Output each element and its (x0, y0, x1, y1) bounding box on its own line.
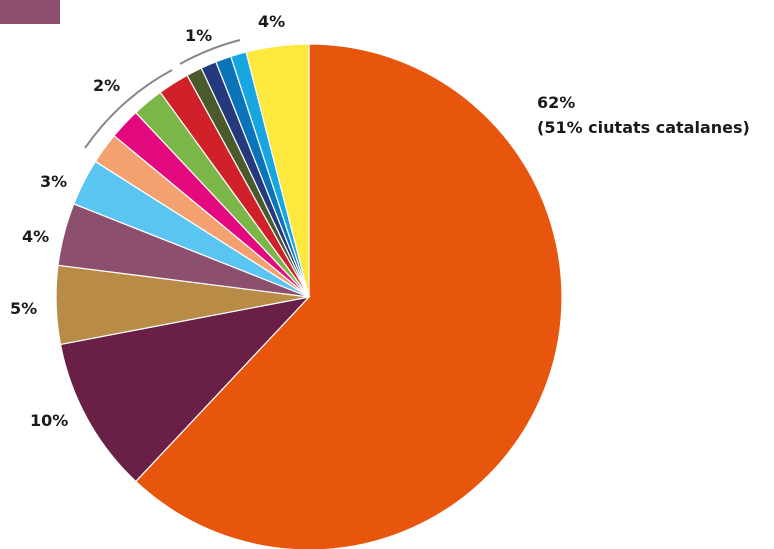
label-4pct-top: 4% (258, 12, 285, 31)
bracket-2pct (84, 69, 173, 149)
bracket-1pct (179, 39, 241, 65)
pie-slices (55, 43, 563, 549)
label-4pct-left: 4% (22, 227, 49, 246)
pie-slice-14 (245, 43, 310, 298)
label-2pct: 2% (93, 76, 120, 95)
label-10pct: 10% (30, 411, 68, 430)
label-3pct: 3% (40, 172, 67, 191)
label-1pct: 1% (185, 26, 212, 45)
pie-slice-2 (59, 296, 311, 483)
legend-swatch (0, 0, 60, 24)
label-5pct: 5% (10, 299, 37, 318)
label-main-pct: 62% (537, 93, 575, 112)
pie-slice-1 (134, 43, 563, 549)
label-main-note: (51% ciutats catalanes) (537, 118, 750, 137)
